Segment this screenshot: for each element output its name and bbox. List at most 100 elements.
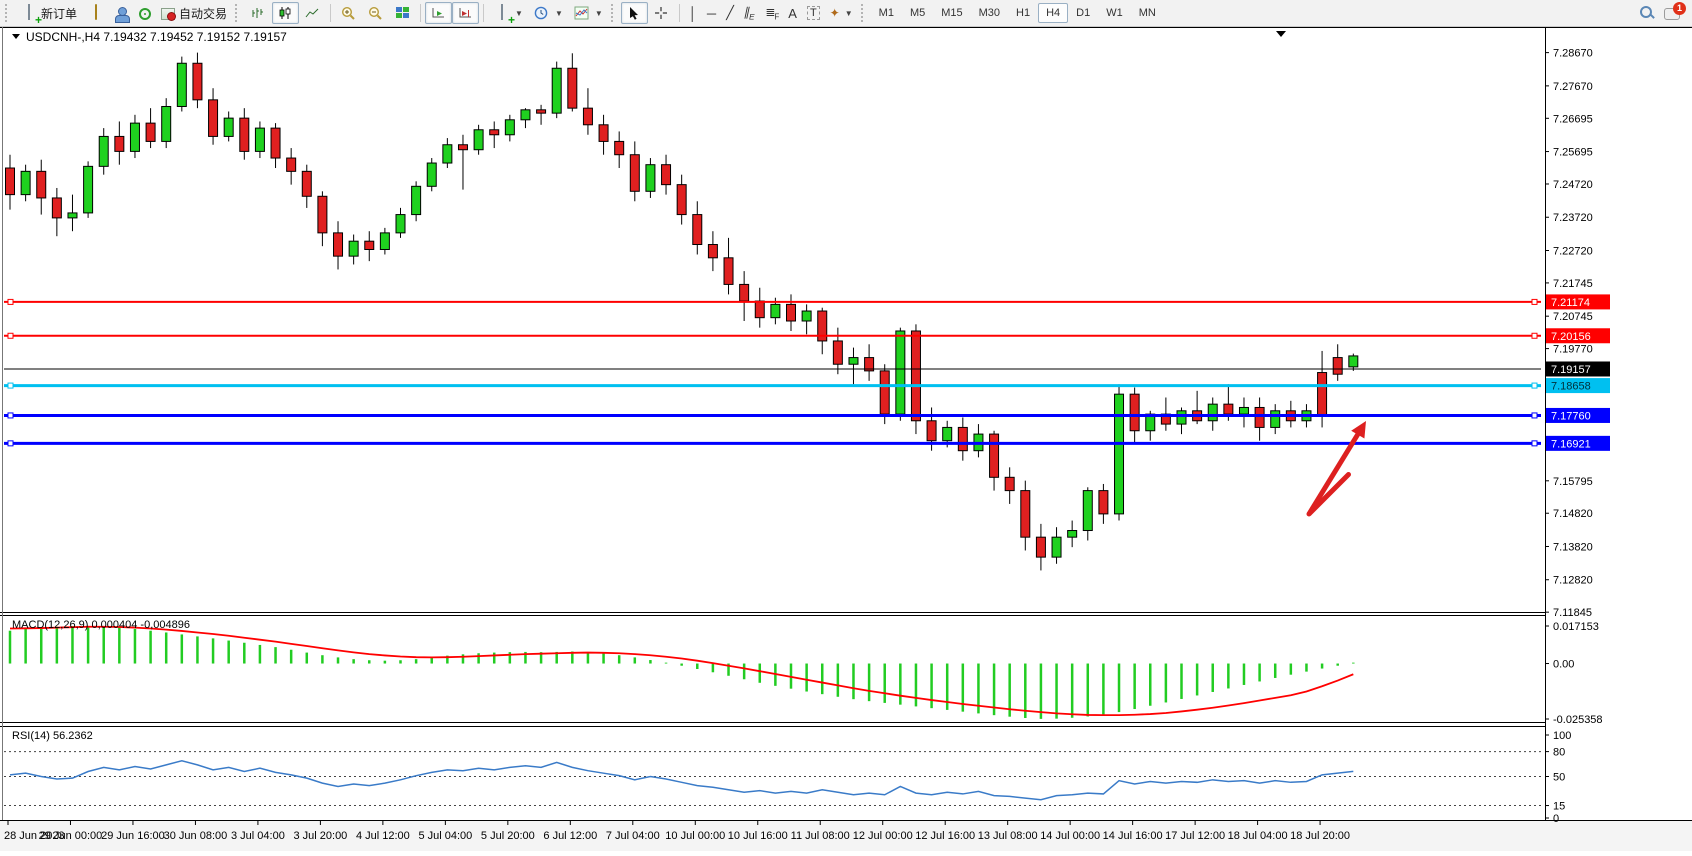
crosshair-button[interactable] (648, 2, 675, 24)
hline-7.20156[interactable]: 7.20156 (4, 328, 1610, 344)
notification-badge: 1 (1673, 1, 1686, 15)
autotrading-button[interactable]: 自动交易 (156, 2, 232, 24)
cursor-button[interactable] (620, 2, 648, 24)
hline-7.21174[interactable]: 7.21174 (4, 294, 1610, 310)
rsi-panel[interactable]: 100 80 50 150 RSI(14) 56.2362 (4, 730, 1571, 825)
zoom-in-button[interactable] (335, 2, 362, 24)
macd-bar (867, 663, 871, 702)
price-tag (1546, 378, 1610, 394)
price-tag (1546, 435, 1610, 451)
svg-text:0.017153: 0.017153 (1553, 621, 1599, 633)
timeframe-M15[interactable]: M15 (941, 7, 963, 19)
macd-bar (1273, 663, 1277, 678)
macd-bar (368, 660, 371, 664)
macd-bar (617, 655, 621, 664)
new-order-button[interactable]: + 新订单 (15, 2, 82, 26)
time-label: 4 Jul 12:00 (356, 830, 410, 842)
toolbar-grip[interactable] (5, 4, 12, 22)
horizontal-line-button[interactable]: ─ (702, 2, 721, 24)
fibonacci-button[interactable]: ≣F (760, 2, 783, 24)
candle (1317, 372, 1328, 417)
timeframe-D1[interactable]: D1 (1076, 7, 1091, 19)
time-label: 13 Jul 08:00 (978, 830, 1038, 842)
hline-7.16921[interactable]: 7.16921 (4, 435, 1610, 451)
hline-7.18658[interactable]: 7.18658 (4, 378, 1610, 394)
zoom-in-icon (340, 5, 357, 21)
time-label: 6 Jul 12:00 (543, 830, 597, 842)
macd-bar (461, 654, 465, 664)
macd-bar (1305, 663, 1308, 672)
price-tag (1546, 328, 1610, 344)
candle (254, 127, 265, 152)
macd-label: MACD(12,26,9) 0,000404 -0,004896 (12, 619, 190, 631)
chart-shift-button[interactable] (452, 2, 480, 24)
candle (489, 129, 500, 136)
signals-button[interactable] (134, 2, 156, 24)
chat-button[interactable]: 1 (1664, 1, 1686, 21)
timeframe-MN[interactable]: MN (1138, 7, 1156, 19)
candle (1223, 403, 1234, 415)
toolbar-grip[interactable] (860, 4, 868, 22)
profiles-button[interactable] (82, 2, 109, 24)
autotrading-label: 自动交易 (179, 6, 228, 21)
candle (817, 310, 828, 342)
channel-button[interactable]: ∥E (739, 2, 760, 24)
candle (5, 167, 15, 196)
candle (1332, 357, 1343, 375)
candle (692, 214, 703, 246)
chart-shift-marker[interactable] (1276, 31, 1286, 37)
candle (504, 119, 515, 136)
text-label-button[interactable]: T (802, 2, 825, 24)
bar-chart-button[interactable] (245, 2, 272, 24)
candle (567, 67, 578, 109)
line-chart-button[interactable] (299, 2, 326, 24)
vertical-line-icon: │ (688, 5, 697, 21)
svg-text:7.11845: 7.11845 (1553, 607, 1592, 619)
navigator-button[interactable] (109, 2, 134, 24)
price-axis[interactable]: 7.28670 7.27670 7.26695 7.25695 7.24720 7.237… (1545, 48, 1593, 620)
trend-arrow-annotation[interactable] (1306, 421, 1366, 517)
candlestick-chart-button[interactable] (272, 2, 300, 24)
search-icon[interactable] (1640, 6, 1654, 20)
hline-7.17760[interactable]: 7.17760 (4, 407, 1610, 423)
timeframe-M1[interactable]: M1 (878, 7, 894, 19)
trendline-button[interactable]: ╱ (721, 2, 739, 24)
timeframe-M5[interactable]: M5 (909, 7, 926, 19)
macd-bar (1117, 663, 1121, 713)
macd-bar (258, 644, 262, 664)
indicators-dropdown[interactable]: ▼ (568, 2, 608, 24)
hline-7.19157[interactable]: 7.19157 (4, 361, 1610, 377)
main-toolbar: + 新订单 自动交易 + ▼ ▼ ▼ │ ─ ╱ ∥E ≣F A T ✦ ▼ M1 M… (0, 0, 1692, 27)
price-chart-svg[interactable]: 7.28670 7.27670 7.26695 7.25695 7.24720 7.237… (0, 27, 1692, 851)
timeframe-H1[interactable]: H1 (1016, 7, 1031, 19)
zoom-out-button[interactable] (362, 2, 389, 24)
timeframe-H4[interactable]: H4 (1038, 3, 1069, 23)
macd-bar (758, 663, 762, 683)
arrows-dropdown[interactable]: ✦ ▼ (825, 2, 858, 24)
macd-bar (1352, 662, 1355, 664)
macd-panel[interactable]: 0.017153 0.00 -0.025358 MACD(12,26,9) 0,000… (8, 619, 1603, 726)
vertical-line-button[interactable]: │ (684, 2, 702, 24)
symbol-title-text: USDCNH-,H4 7.19432 7.19452 7.19152 7.191… (26, 30, 287, 44)
new-chart-dropdown[interactable]: + ▼ (488, 2, 528, 26)
auto-scroll-button[interactable] (425, 2, 453, 24)
candle (51, 197, 62, 219)
tile-windows-button[interactable] (389, 2, 416, 24)
svg-text:7.23720: 7.23720 (1553, 212, 1593, 224)
macd-bar (1211, 663, 1214, 692)
macd-bar (321, 655, 324, 664)
macd-bar (883, 663, 886, 703)
period-dropdown[interactable]: ▼ (528, 2, 568, 24)
candle (910, 330, 921, 422)
macd-bar (352, 659, 355, 664)
toolbar-grip[interactable] (235, 4, 242, 22)
timeframe-W1[interactable]: W1 (1106, 7, 1123, 19)
macd-bar (602, 653, 605, 664)
text-button[interactable]: A (783, 2, 802, 24)
symbol-dropdown-icon[interactable] (12, 34, 20, 39)
toolbar-grip[interactable] (610, 4, 618, 22)
time-axis-strip (0, 821, 1692, 851)
timeframe-M30[interactable]: M30 (978, 7, 1001, 19)
macd-bar (1195, 663, 1199, 696)
